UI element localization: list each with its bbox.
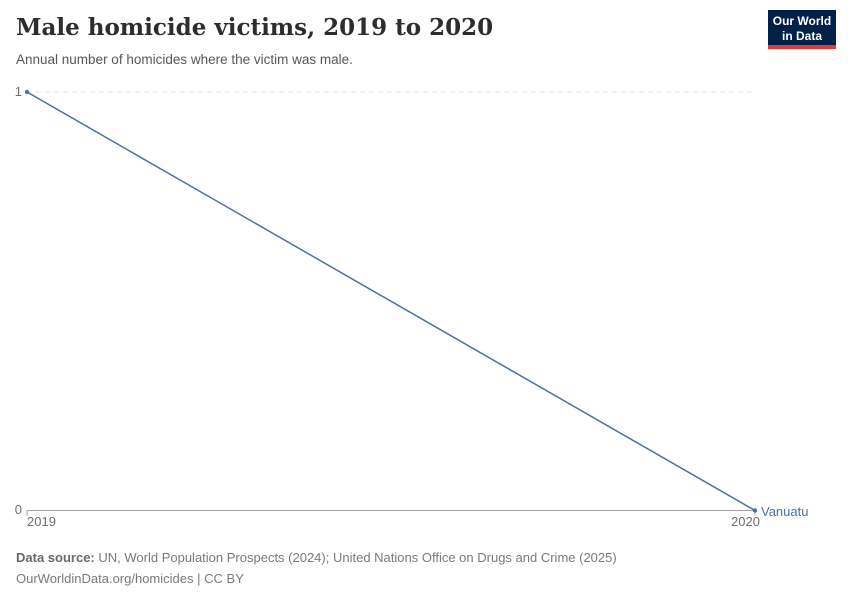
page-subtitle: Annual number of homicides where the vic… xyxy=(16,52,353,67)
footer-url-link[interactable]: OurWorldinData.org/homicides xyxy=(16,571,194,586)
x-axis-tick-2019: 2019 xyxy=(27,514,56,529)
footer-license-link[interactable]: CC BY xyxy=(204,571,244,586)
footer-separator: | xyxy=(197,571,201,586)
data-source-text: UN, World Population Prospects (2024); U… xyxy=(98,550,617,565)
footer-note-line: OurWorldinData.org/homicides | CC BY xyxy=(16,568,617,589)
x-axis-tick-2020: 2020 xyxy=(731,514,760,529)
y-axis-tick-0: 0 xyxy=(14,502,22,517)
series-label-vanuatu[interactable]: Vanuatu xyxy=(761,504,809,519)
data-source-label: Data source: xyxy=(16,550,95,565)
logo-line-1: Our World xyxy=(772,14,832,28)
owid-logo[interactable]: Our World in Data xyxy=(768,10,836,49)
footer: Data source: UN, World Population Prospe… xyxy=(16,547,617,589)
y-axis-tick-1: 1 xyxy=(14,84,22,99)
page-title: Male homicide victims, 2019 to 2020 xyxy=(16,14,494,41)
logo-line-2: in Data xyxy=(781,28,822,43)
data-source-line: Data source: UN, World Population Prospe… xyxy=(16,547,617,568)
